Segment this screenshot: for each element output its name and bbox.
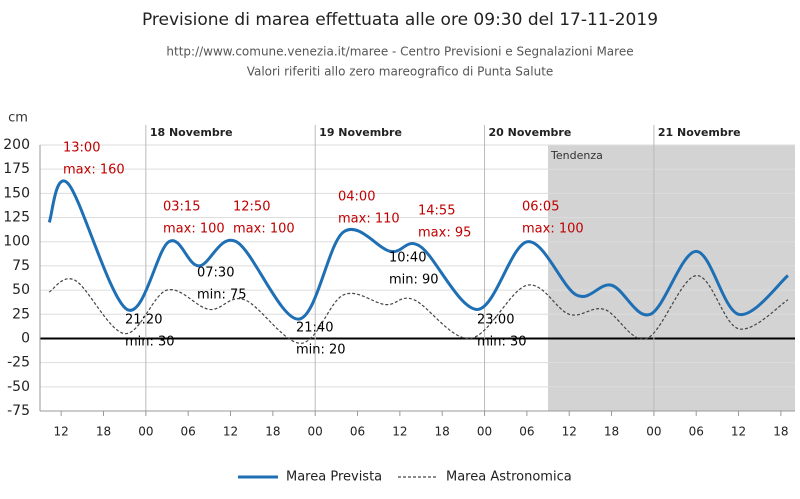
- y-tick-label: 150: [3, 185, 30, 201]
- x-tick-label: 18: [773, 425, 788, 439]
- annotation-time: 10:40: [389, 251, 426, 266]
- x-tick-label: 00: [308, 425, 323, 439]
- day-label: 21 Novembre: [658, 126, 741, 139]
- tendenza-area: [548, 145, 795, 411]
- annotation-value: max: 110: [338, 212, 400, 227]
- annotation-time: 21:20: [125, 313, 162, 328]
- x-tick-label: 18: [435, 425, 450, 439]
- chart-subtitle: Valori riferiti allo zero mareografico d…: [247, 65, 554, 79]
- annotation-time: 07:30: [197, 266, 234, 281]
- x-tick-label: 12: [392, 425, 407, 439]
- x-tick-label: 00: [138, 425, 153, 439]
- x-tick-label: 12: [731, 425, 746, 439]
- y-tick-label: -25: [7, 355, 30, 371]
- annotation-time: 06:05: [522, 200, 559, 215]
- y-tick-label: 125: [3, 210, 30, 226]
- legend-label: Marea Prevista: [286, 470, 382, 485]
- y-tick-label: 100: [3, 234, 30, 250]
- series-line: [47, 179, 789, 321]
- annotation-value: min: 30: [477, 335, 527, 350]
- x-tick-label: 18: [96, 425, 111, 439]
- y-tick-label: 200: [3, 137, 30, 153]
- chart-subtitle: http://www.comune.venezia.it/maree - Cen…: [166, 45, 633, 59]
- x-tick-label: 12: [54, 425, 69, 439]
- x-tick-label: 00: [646, 425, 661, 439]
- y-tick-label: 50: [12, 282, 30, 298]
- y-tick-label: 75: [12, 258, 30, 274]
- series-line: [48, 274, 789, 344]
- y-tick-label: 0: [21, 330, 30, 346]
- y-tick-label: -50: [7, 379, 30, 395]
- annotation-value: min: 75: [197, 288, 247, 303]
- annotation-value: min: 90: [389, 273, 439, 288]
- annotation-time: 23:00: [477, 313, 514, 328]
- y-tick-label: 175: [3, 161, 30, 177]
- x-tick-label: 12: [223, 425, 238, 439]
- annotation-value: min: 20: [296, 343, 346, 358]
- annotation-time: 12:50: [233, 200, 270, 215]
- x-tick-label: 12: [562, 425, 577, 439]
- x-tick-label: 00: [477, 425, 492, 439]
- annotation-time: 03:15: [163, 200, 200, 215]
- x-tick-label: 06: [519, 425, 534, 439]
- annotation-value: min: 30: [125, 335, 175, 350]
- day-label: 19 Novembre: [319, 126, 402, 139]
- annotation-value: max: 95: [418, 226, 471, 241]
- x-tick-label: 18: [604, 425, 619, 439]
- annotation-value: max: 100: [233, 222, 295, 237]
- y-tick-label: -75: [7, 403, 30, 419]
- day-label: 20 Novembre: [489, 126, 572, 139]
- day-label: 18 Novembre: [150, 126, 233, 139]
- annotation-time: 14:55: [418, 204, 455, 219]
- x-tick-label: 06: [689, 425, 704, 439]
- annotation-time: 13:00: [63, 141, 100, 156]
- y-tick-label: 25: [12, 306, 30, 322]
- annotation-time: 04:00: [338, 190, 375, 205]
- annotation-value: max: 160: [63, 163, 125, 178]
- x-tick-label: 06: [350, 425, 365, 439]
- annotation-value: max: 100: [163, 222, 225, 237]
- annotation-time: 21:40: [296, 321, 333, 336]
- annotation-value: max: 100: [522, 222, 584, 237]
- x-tick-label: 18: [265, 425, 280, 439]
- y-unit: cm: [8, 111, 28, 126]
- x-tick-label: 06: [181, 425, 196, 439]
- tendenza-label: Tendenza: [550, 149, 603, 162]
- chart-title: Previsione di marea effettuata alle ore …: [142, 10, 658, 30]
- legend-label: Marea Astronomica: [446, 470, 572, 485]
